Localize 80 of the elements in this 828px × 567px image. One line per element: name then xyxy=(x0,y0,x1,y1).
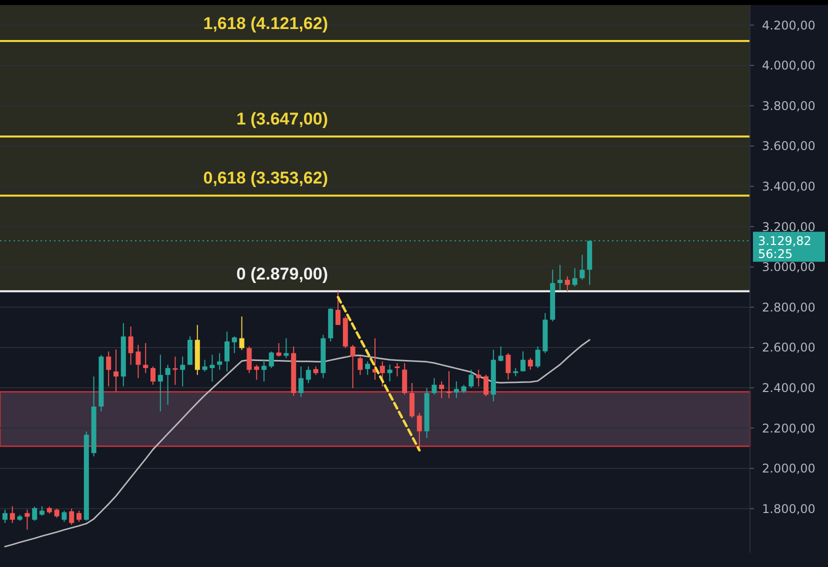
y-tick-label: 3.200,00 xyxy=(762,220,816,234)
candlestick xyxy=(402,362,408,396)
candlestick xyxy=(2,509,8,524)
candlestick xyxy=(76,510,82,522)
candlestick xyxy=(62,510,67,522)
candlestick xyxy=(410,382,414,419)
candlestick xyxy=(40,506,44,516)
candlestick xyxy=(268,351,274,369)
candlestick xyxy=(484,374,488,397)
y-tick-label: 2.600,00 xyxy=(762,340,816,355)
y-tick-label: 4.000,00 xyxy=(762,58,816,73)
candlestick xyxy=(136,344,141,379)
text: 56:25 xyxy=(758,246,793,261)
candlestick xyxy=(298,366,304,398)
line-series xyxy=(4,339,590,548)
candlestick xyxy=(210,354,215,382)
candlestick xyxy=(114,349,118,392)
candlestick xyxy=(350,344,356,389)
candlestick xyxy=(468,369,474,388)
candlestick xyxy=(246,346,252,374)
candlestick xyxy=(202,359,208,372)
candlestick xyxy=(217,352,222,370)
candlestick xyxy=(239,316,244,350)
candlestick xyxy=(143,342,148,374)
y-tick-label: 1.800,00 xyxy=(762,502,816,516)
candlestick xyxy=(454,380,459,399)
y-tick-label: 3.600,00 xyxy=(762,139,816,154)
y-tick-label: 3.800,00 xyxy=(762,98,816,113)
y-tick-label: 2.200,00 xyxy=(762,421,816,436)
line-series xyxy=(336,296,421,452)
candlestick xyxy=(535,346,540,369)
candlestick xyxy=(358,356,363,376)
ref-line-label: 0,618 (3.353,62) xyxy=(203,168,328,188)
y-tick-label: 2.800,00 xyxy=(762,300,816,314)
candlestick xyxy=(150,366,156,386)
candlestick xyxy=(232,336,237,354)
candlestick xyxy=(439,380,444,399)
y-tick-label: 2.000,00 xyxy=(762,462,816,476)
candlestick xyxy=(336,290,340,326)
candlestick xyxy=(394,362,400,377)
ref-line-label: 3.129,82 xyxy=(758,234,812,248)
ref-line-label: 0 (2.879,00) xyxy=(236,264,328,284)
candlestick xyxy=(262,359,266,382)
candlestick xyxy=(32,506,38,522)
candlestick xyxy=(528,357,533,370)
candlestick xyxy=(24,509,30,530)
ref-line-label: 1 (3.647,00) xyxy=(236,110,328,129)
candlestick xyxy=(54,508,60,518)
candlestick xyxy=(224,331,230,372)
candlestick xyxy=(498,346,504,362)
candlestick xyxy=(165,364,170,406)
ref-line-label: 1,618 (4.121,62) xyxy=(203,14,328,33)
candlestick xyxy=(128,326,134,366)
candlestick xyxy=(380,360,385,387)
candlestick xyxy=(306,366,311,384)
y-tick-label: 3.400,00 xyxy=(762,180,816,194)
candlestick xyxy=(387,364,392,382)
candlestick xyxy=(10,506,15,524)
candlestick xyxy=(180,356,186,387)
candlestick xyxy=(520,350,526,372)
candlestick xyxy=(580,254,585,280)
candlestick xyxy=(276,342,282,358)
candlestick xyxy=(69,508,74,526)
candlestick xyxy=(476,369,482,387)
y-tick-label: 2.400,00 xyxy=(762,380,816,395)
candlestick xyxy=(416,412,422,449)
candlestick xyxy=(558,264,562,290)
candlestick xyxy=(158,354,163,412)
candlestick xyxy=(564,276,570,292)
candlestick xyxy=(432,378,437,396)
y-tick-label: 3.000,00 xyxy=(762,260,816,274)
candlestick xyxy=(365,360,370,376)
candlestick xyxy=(284,338,289,359)
candlestick xyxy=(446,370,452,399)
candlestick xyxy=(254,364,260,380)
candlestick xyxy=(106,351,112,387)
candlestick xyxy=(572,268,578,287)
candlestick xyxy=(506,352,511,380)
candlestick xyxy=(172,356,178,386)
y-tick-label: 4.200,00 xyxy=(762,18,816,32)
